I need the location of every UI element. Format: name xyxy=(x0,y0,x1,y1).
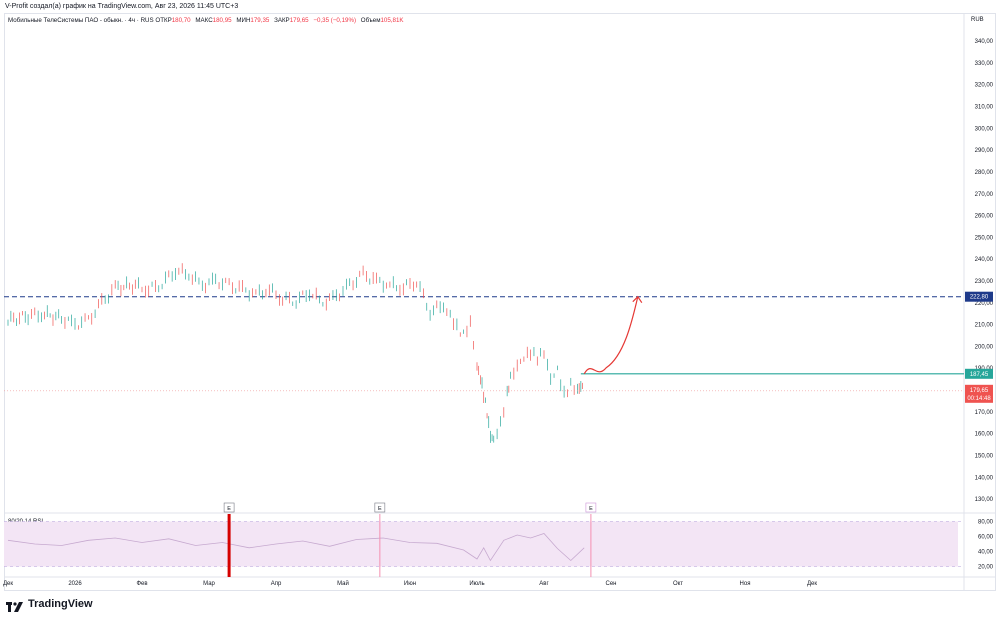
support-price-tag xyxy=(965,368,993,379)
rsi-band xyxy=(4,521,958,567)
y-tick-label: 320,00 xyxy=(975,83,994,89)
y-tick-label: 170,00 xyxy=(975,410,994,416)
event-marker xyxy=(585,502,597,513)
y-tick-label: 330,00 xyxy=(975,61,994,67)
high-value: 180,95 xyxy=(212,17,232,24)
low-label: МИН xyxy=(236,17,251,24)
x-tick-label: Авг xyxy=(539,581,549,587)
x-tick-label: 2026 xyxy=(68,581,82,587)
y-tick-label: 200,00 xyxy=(975,344,994,350)
event-marker-label: E xyxy=(227,506,231,512)
volume-label: Объем xyxy=(360,17,381,24)
high-label: МАКС xyxy=(195,17,213,24)
y-tick-label: 280,00 xyxy=(975,170,994,176)
close-label: ЗАКР xyxy=(274,17,290,24)
open-label: ОТКР xyxy=(155,17,172,24)
y-tick-label: 260,00 xyxy=(975,214,994,220)
y-tick-label: 160,00 xyxy=(975,432,994,438)
chart-frame xyxy=(4,13,996,591)
rsi-tick-label: 20,00 xyxy=(978,565,994,571)
event-marker xyxy=(223,502,235,513)
x-tick-label: Мар xyxy=(203,581,215,587)
x-tick-label: Апр xyxy=(271,581,282,587)
rsi-tick-label: 40,00 xyxy=(978,550,994,556)
y-tick-label: 240,00 xyxy=(975,257,994,263)
low-value: 179,35 xyxy=(250,17,270,24)
rsi-tick-label: 80,00 xyxy=(978,520,994,526)
event-marker-label: E xyxy=(589,506,593,512)
resistance-price-label: 222,80 xyxy=(970,295,989,301)
y-tick-label: 140,00 xyxy=(975,475,994,481)
x-tick-label: Дек xyxy=(807,581,817,587)
rsi-tick-label: 60,00 xyxy=(978,535,994,541)
volume-value: 105,81K xyxy=(380,17,404,24)
y-tick-label: 250,00 xyxy=(975,235,994,241)
y-tick-label: 290,00 xyxy=(975,148,994,154)
symbol-name[interactable]: Мобильные ТелеСистемы ПАО - обыкн. · 4ч … xyxy=(8,17,154,24)
current-price-label: 179,65 xyxy=(970,388,989,394)
resistance-price-tag xyxy=(965,291,993,302)
change-value: −0,35 (−0,19%) xyxy=(313,17,357,24)
y-tick-label: 310,00 xyxy=(975,105,994,111)
chart-caption: V-Profit создал(а) график на TradingView… xyxy=(5,3,239,10)
x-tick-label: Сен xyxy=(606,581,617,587)
x-tick-label: Июн xyxy=(404,581,416,587)
y-tick-label: 210,00 xyxy=(975,323,994,329)
open-value: 180,70 xyxy=(171,17,191,24)
event-marker-label: E xyxy=(378,506,382,512)
tradingview-logo-text: TradingView xyxy=(28,598,93,610)
x-tick-label: Дек xyxy=(3,581,13,587)
y-tick-label: 340,00 xyxy=(975,39,994,45)
x-tick-label: Ноя xyxy=(740,581,751,587)
y-tick-label: 300,00 xyxy=(975,126,994,132)
close-value: 179,65 xyxy=(289,17,309,24)
tradingview-logo-icon xyxy=(6,599,24,612)
x-tick-label: Окт xyxy=(673,581,683,587)
y-tick-label: 220,00 xyxy=(975,301,994,307)
support-price-label: 187,45 xyxy=(970,372,989,378)
y-tick-label: 230,00 xyxy=(975,279,994,285)
x-tick-label: Июль xyxy=(469,581,484,587)
projection-arrow-head xyxy=(632,295,643,304)
x-tick-label: Май xyxy=(337,580,349,587)
tradingview-logo[interactable]: TradingView xyxy=(6,598,93,612)
y-tick-label: 130,00 xyxy=(975,497,994,503)
currency-label[interactable]: RUB xyxy=(971,17,984,23)
event-marker xyxy=(374,502,386,513)
countdown-label: 00:14:48 xyxy=(967,396,991,402)
rsi-line xyxy=(7,533,585,562)
x-tick-label: Фев xyxy=(136,581,147,587)
current-price-tag xyxy=(965,384,993,403)
y-tick-label: 270,00 xyxy=(975,192,994,198)
symbol-legend: Мобильные ТелеСистемы ПАО - обыкн. · 4ч … xyxy=(8,17,407,24)
projection-arrow xyxy=(583,296,639,375)
y-tick-label: 150,00 xyxy=(975,453,994,459)
